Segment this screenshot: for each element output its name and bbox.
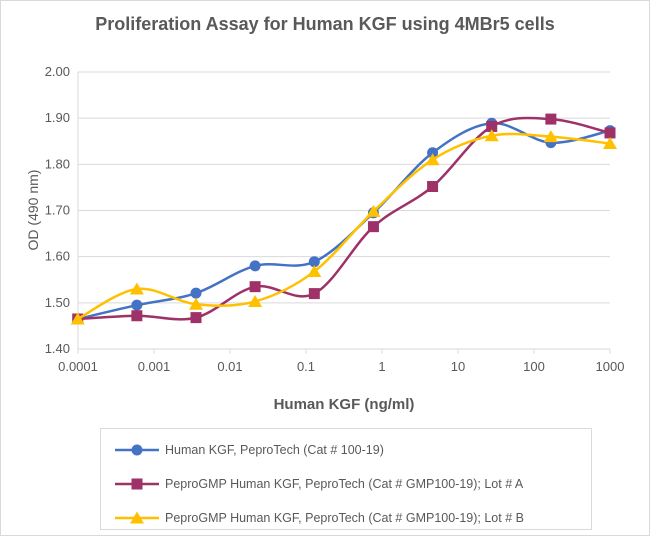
data-point-triangle (484, 129, 499, 142)
y-tick-label: 1.40 (45, 341, 70, 356)
legend-marker (131, 444, 143, 456)
data-point-square (545, 113, 557, 125)
legend-label: PeproGMP Human KGF, PeproTech (Cat # GMP… (165, 477, 524, 491)
y-axis-label: OD (490 nm) (25, 170, 41, 251)
chart-title: Proliferation Assay for Human KGF using … (95, 14, 555, 34)
legend-item: Human KGF, PeproTech (Cat # 100-19) (115, 440, 384, 460)
plot-area: 1.40 1.50 1.60 1.70 1.80 1.90 2.00 0.0001 0.001 0… (25, 64, 625, 413)
data-point-circle (427, 147, 439, 159)
data-point-triangle (366, 204, 381, 217)
series-line (77, 116, 611, 321)
legend-label: Human KGF, PeproTech (Cat # 100-19) (165, 443, 384, 457)
data-point-square (190, 312, 202, 324)
legend-label: PeproGMP Human KGF, PeproTech (Cat # GMP… (165, 511, 524, 525)
series-2 (72, 113, 616, 325)
data-point-square (131, 310, 143, 322)
data-point-circle (249, 260, 261, 272)
y-tick-label: 1.70 (45, 203, 70, 218)
data-point-triangle (603, 137, 617, 150)
x-axis-label: Human KGF (ng/ml) (274, 396, 415, 413)
y-tick-label: 2.00 (45, 64, 70, 79)
data-point-square (427, 180, 439, 192)
data-point-square (249, 281, 261, 293)
data-point-triangle (307, 264, 322, 277)
x-tick-label: 10 (451, 359, 465, 374)
x-tick-label: 100 (523, 359, 545, 374)
legend-swatch-circle (115, 444, 159, 456)
data-point-triangle (425, 153, 440, 166)
series-line (77, 132, 611, 321)
data-point-square (604, 127, 616, 139)
series-1 (72, 117, 616, 325)
data-point-triangle (129, 282, 144, 295)
data-point-circle (308, 256, 320, 268)
legend-marker (131, 478, 143, 490)
series-3 (70, 129, 617, 325)
y-tick-label: 1.90 (45, 110, 70, 125)
data-point-square (308, 288, 320, 300)
data-point-square (486, 120, 498, 132)
legend-item: PeproGMP Human KGF, PeproTech (Cat # GMP… (115, 508, 524, 528)
y-tick-label: 1.60 (45, 249, 70, 264)
legend-swatch-triangle (115, 511, 159, 524)
x-tick-label: 1000 (596, 359, 625, 374)
legend-marker (130, 511, 144, 524)
y-tick-label: 1.80 (45, 156, 70, 171)
legend-swatch-square (115, 478, 159, 490)
x-tick-label: 0.0001 (58, 359, 98, 374)
y-tick-label: 1.50 (45, 295, 70, 310)
data-point-triangle (248, 294, 263, 307)
data-point-triangle (543, 130, 558, 143)
data-point-triangle (70, 312, 85, 325)
data-point-triangle (189, 297, 204, 310)
x-tick-label: 0.001 (138, 359, 171, 374)
data-point-square (367, 221, 379, 233)
data-point-circle (190, 287, 202, 299)
x-tick-label: 1 (378, 359, 385, 374)
legend: Human KGF, PeproTech (Cat # 100-19) Pepro… (100, 428, 592, 530)
data-point-circle (131, 299, 143, 311)
legend-item: PeproGMP Human KGF, PeproTech (Cat # GMP… (115, 474, 523, 494)
x-tick-label: 0.01 (217, 359, 242, 374)
series-line (77, 121, 611, 321)
x-tick-label: 0.1 (297, 359, 315, 374)
